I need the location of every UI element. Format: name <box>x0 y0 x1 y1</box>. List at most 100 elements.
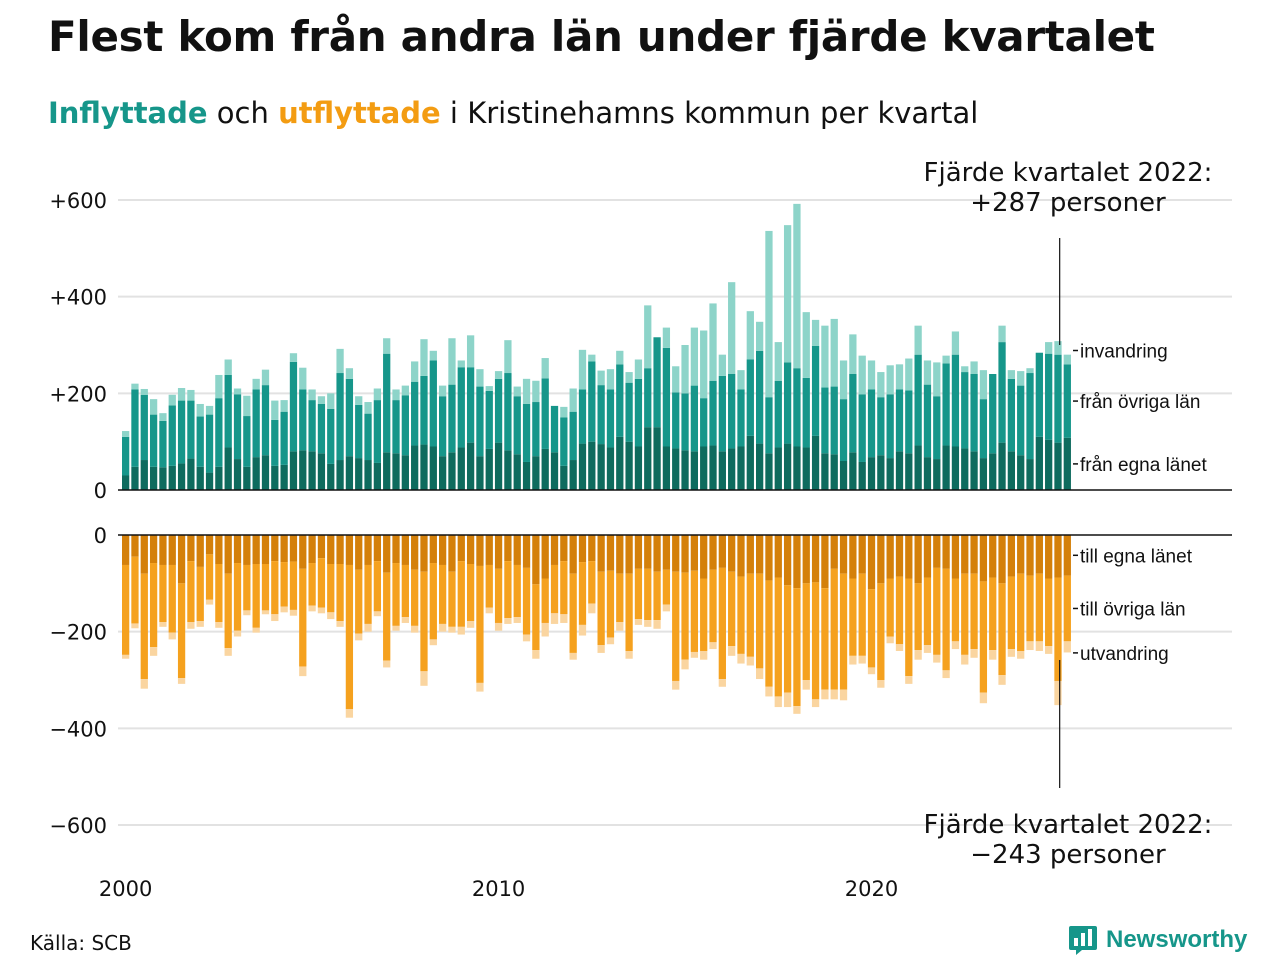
bar-out <box>811 699 820 708</box>
bar-in <box>672 448 680 490</box>
bar-in <box>485 390 493 449</box>
bar-out <box>849 535 857 579</box>
bar-out <box>839 573 848 690</box>
bar-in <box>149 466 158 490</box>
bar-in <box>1045 342 1053 354</box>
bar-in <box>858 461 866 490</box>
bar-in <box>485 386 493 391</box>
bar-out <box>830 568 838 690</box>
bar-out <box>1035 573 1043 642</box>
bar-in <box>830 386 838 455</box>
bar-out <box>914 650 922 660</box>
brand-name: Newsworthy <box>1106 926 1248 953</box>
bar-in <box>541 358 549 379</box>
bar-out <box>289 535 298 562</box>
bar-out <box>280 562 288 607</box>
bar-out <box>886 636 894 644</box>
bar-in <box>1017 385 1025 456</box>
bar-out <box>224 535 232 574</box>
bar-out <box>252 627 260 633</box>
bar-out <box>485 564 493 608</box>
bar-out <box>327 535 335 564</box>
bar-in <box>550 405 559 453</box>
bar-in <box>839 399 848 461</box>
bar-out <box>625 573 633 651</box>
bar-out <box>494 622 503 631</box>
bar-in <box>728 282 736 374</box>
bar-in <box>867 360 876 390</box>
bar-in <box>989 374 997 454</box>
bar-out <box>718 567 726 680</box>
bar-in <box>886 458 894 490</box>
bar-out <box>923 577 932 646</box>
bar-out <box>513 535 521 565</box>
bar-in <box>783 225 792 363</box>
bar-in <box>289 353 298 362</box>
bar-out <box>700 651 708 660</box>
bar-out <box>1045 535 1053 579</box>
bar-out <box>961 573 969 655</box>
bar-out <box>970 649 978 658</box>
bar-in <box>289 451 298 490</box>
bar-in <box>1045 439 1053 490</box>
bar-in <box>1063 354 1071 365</box>
bar-out <box>1054 680 1062 706</box>
bar-in <box>187 400 195 459</box>
bar-in <box>168 394 176 406</box>
bar-out <box>224 648 232 656</box>
bar-out <box>681 572 689 660</box>
bar-out <box>541 622 549 637</box>
bar-in <box>681 393 689 451</box>
bar-in <box>756 350 764 444</box>
bar-in <box>672 366 680 393</box>
bar-in <box>839 461 848 490</box>
bar-out <box>550 564 559 614</box>
bar-out <box>1063 641 1071 653</box>
bar-out <box>690 570 699 652</box>
bar-out <box>979 535 988 582</box>
bar-out <box>1063 535 1071 576</box>
bar-in <box>494 371 503 379</box>
subtitle-utflyttade: utflyttade <box>278 96 441 130</box>
bar-out <box>504 561 512 619</box>
bar-out <box>811 582 820 700</box>
bar-out <box>140 535 148 574</box>
bar-out <box>289 609 298 616</box>
bar-in <box>616 350 624 365</box>
bar-in <box>448 338 456 385</box>
bar-out <box>821 535 829 589</box>
bar-in <box>821 325 829 388</box>
bar-in <box>476 386 484 457</box>
bar-out <box>756 573 764 669</box>
bar-in <box>569 388 577 412</box>
bar-out <box>177 583 186 679</box>
bar-out <box>718 535 726 568</box>
bar-out <box>783 692 792 708</box>
bar-out <box>420 671 428 686</box>
bar-out <box>644 535 652 569</box>
bar-out <box>494 535 503 569</box>
bar-in <box>532 456 540 490</box>
bar-out <box>140 679 148 689</box>
bar-out <box>420 535 428 572</box>
bar-in <box>550 452 559 490</box>
bar-out <box>728 571 736 647</box>
bar-out <box>317 607 326 614</box>
bar-in <box>606 369 615 390</box>
bar-out <box>420 571 428 672</box>
bar-in <box>597 370 605 386</box>
bar-in <box>373 400 382 463</box>
bar-out <box>886 578 894 637</box>
bar-in <box>243 395 251 417</box>
bar-out <box>756 668 764 680</box>
bar-out <box>122 535 130 565</box>
bar-out <box>168 632 176 640</box>
bar-in <box>681 345 689 394</box>
bar-in <box>616 364 624 437</box>
bar-out <box>802 535 810 584</box>
bar-out <box>336 621 344 627</box>
bar-out <box>550 613 559 624</box>
y-tick-label: +600 <box>49 189 107 213</box>
bar-in <box>588 354 596 362</box>
bar-in <box>1017 455 1025 490</box>
